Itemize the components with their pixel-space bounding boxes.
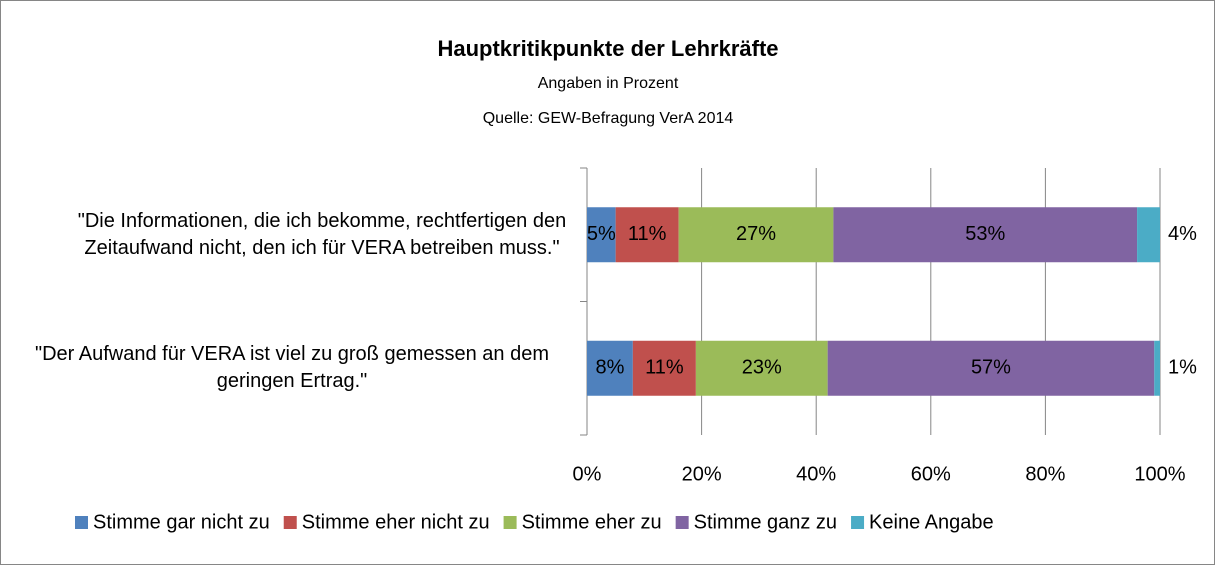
legend-label: Stimme eher zu <box>522 511 662 533</box>
legend-label: Keine Angabe <box>869 511 994 533</box>
category-label: "Der Aufwand für VERA ist viel zu groß g… <box>34 343 549 393</box>
bar-segment <box>1154 340 1160 396</box>
bar-segment <box>1137 207 1160 263</box>
data-label: 1% <box>1168 357 1197 379</box>
legend-label: Stimme ganz zu <box>694 511 837 533</box>
x-tick-label: 0% <box>573 463 602 485</box>
data-label: 8% <box>595 357 624 379</box>
x-tick-label: 40% <box>796 463 836 485</box>
bar-segment <box>632 340 696 396</box>
data-label: 53% <box>965 223 1005 245</box>
bar-segment <box>827 340 1155 396</box>
legend-label: Stimme eher nicht zu <box>302 511 490 533</box>
legend-swatch <box>675 516 689 529</box>
x-tick-label: 60% <box>911 463 951 485</box>
bar-segment <box>695 340 828 396</box>
legend-swatch <box>851 516 865 529</box>
x-tick-label: 20% <box>682 463 722 485</box>
data-label: 11% <box>628 223 667 245</box>
legend-swatch <box>75 516 88 529</box>
x-tick-label: 100% <box>1134 463 1185 485</box>
data-label: 23% <box>742 357 782 379</box>
data-label: 27% <box>736 223 776 245</box>
bar-segment <box>833 207 1138 263</box>
category-label: "Die Informationen, die ich bekomme, rec… <box>77 209 567 259</box>
x-tick-label: 80% <box>1025 463 1065 485</box>
chart-title: Hauptkritikpunkte der Lehrkräfte <box>437 36 778 61</box>
chart-source: Quelle: GEW-Befragung VerA 2014 <box>483 110 734 127</box>
data-label: 57% <box>971 357 1011 379</box>
data-label: 11% <box>645 357 684 379</box>
legend-label: Stimme gar nicht zu <box>93 511 270 533</box>
bar-segment <box>587 207 616 263</box>
data-label: 4% <box>1168 223 1197 245</box>
legend-swatch <box>283 516 297 529</box>
chart-subtitle: Angaben in Prozent <box>538 75 679 92</box>
bar-segment <box>587 340 633 396</box>
bar-segment <box>615 207 679 263</box>
data-label: 5% <box>587 223 616 245</box>
legend-swatch <box>503 516 517 529</box>
bar-segment <box>678 207 834 263</box>
